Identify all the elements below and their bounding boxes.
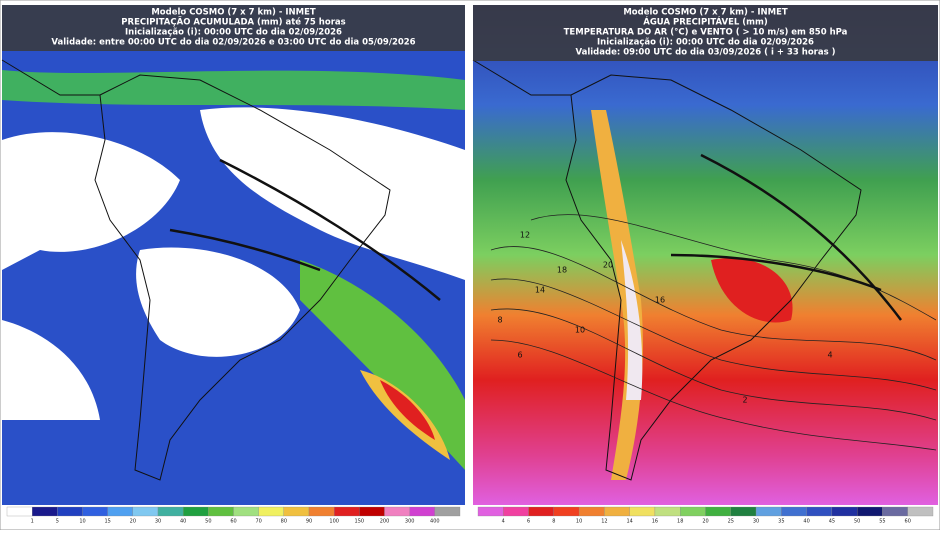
colorbar-cell xyxy=(384,506,410,517)
contour-label: 12 xyxy=(520,231,530,240)
colorbar-cell xyxy=(283,506,310,517)
colorbar-label: 100 xyxy=(329,519,339,525)
colorbar-cell xyxy=(183,506,209,517)
colorbar-label: 5 xyxy=(56,519,59,525)
colorbar-label: 70 xyxy=(255,519,261,525)
colorbar-label: 30 xyxy=(155,519,161,525)
colorbar-cell xyxy=(359,506,385,517)
colorbar-cell xyxy=(907,506,934,517)
colorbar-label: 20 xyxy=(130,519,136,525)
colorbar-label: 400 xyxy=(430,519,440,525)
colorbar-cell xyxy=(82,506,108,517)
colorbar-label: 80 xyxy=(281,519,287,525)
right-map xyxy=(472,5,938,505)
colorbar-label: 45 xyxy=(829,519,835,525)
colorbar-cell xyxy=(781,506,807,517)
colorbar-cell xyxy=(857,506,883,517)
header-line: TEMPERATURA DO AR (°C) e VENTO ( > 10 m/… xyxy=(564,28,848,38)
colorbar-cell xyxy=(604,506,630,517)
colorbar-cell xyxy=(528,506,554,517)
colorbar-label: 25 xyxy=(728,519,734,525)
colorbar-label: 200 xyxy=(380,519,390,525)
colorbar-cell xyxy=(680,506,706,517)
colorbar-cell xyxy=(6,506,33,517)
colorbar-cell xyxy=(32,506,58,517)
contour-label: 20 xyxy=(603,261,613,270)
colorbar-cell xyxy=(107,506,133,517)
colorbar-label: 18 xyxy=(677,519,683,525)
colorbar-label: 30 xyxy=(753,519,759,525)
colorbar-cell xyxy=(208,506,234,517)
colorbar-label: 16 xyxy=(652,519,658,525)
colorbar-cell xyxy=(654,506,681,517)
colorbar-cell xyxy=(755,506,782,517)
colorbar-label: 12 xyxy=(601,519,607,525)
colorbar-cell xyxy=(157,506,184,517)
colorbar-cell xyxy=(831,506,858,517)
colorbar-cell xyxy=(503,506,529,517)
colorbar-cell xyxy=(334,506,360,517)
colorbar-label: 60 xyxy=(230,519,236,525)
left-map xyxy=(1,5,465,505)
colorbar-cell xyxy=(409,506,435,517)
colorbar-cell xyxy=(132,506,159,517)
colorbar-label: 35 xyxy=(778,519,784,525)
colorbar-cell xyxy=(730,506,757,517)
header-line: ÁGUA PRECIPITÁVEL (mm) xyxy=(643,16,768,28)
colorbar-label: 60 xyxy=(905,519,911,525)
colorbar-label: 8 xyxy=(552,519,555,525)
colorbar-label: 6 xyxy=(527,519,530,525)
colorbar-cell xyxy=(258,506,284,517)
header-band xyxy=(2,5,465,51)
colorbar-label: 300 xyxy=(405,519,415,525)
colorbar-label: 40 xyxy=(803,519,809,525)
header-line: Modelo COSMO (7 x 7 km) - INMET xyxy=(151,8,316,18)
colorbar-cell xyxy=(57,506,83,517)
colorbar-label: 10 xyxy=(576,519,582,525)
header-line: Validade: entre 00:00 UTC do dia 02/09/2… xyxy=(51,38,415,48)
colorbar-label: 4 xyxy=(502,519,505,525)
colorbar-cell xyxy=(882,506,908,517)
colorbar-label: 50 xyxy=(854,519,860,525)
colorbar-label: 14 xyxy=(626,519,632,525)
contour-label: 8 xyxy=(497,316,502,325)
colorbar-cell xyxy=(308,506,335,517)
colorbar-label: 55 xyxy=(879,519,885,525)
colorbar-label: 15 xyxy=(104,519,110,525)
colorbar-label: 1 xyxy=(31,519,34,525)
colorbar-label: 50 xyxy=(205,519,211,525)
colorbar-cell xyxy=(705,506,731,517)
colorbar-cell xyxy=(806,506,833,517)
contour-label: 14 xyxy=(535,286,545,295)
contour-label: 16 xyxy=(655,296,665,305)
colorbar-label: 40 xyxy=(180,519,186,525)
colorbar-label: 90 xyxy=(306,519,312,525)
contour-label: 6 xyxy=(517,351,522,360)
colorbar-cell xyxy=(578,506,605,517)
colorbar-cell xyxy=(434,506,461,517)
header-line: Modelo COSMO (7 x 7 km) - INMET xyxy=(623,8,788,18)
header-line: Inicialização (i): 00:00 UTC do dia 02/0… xyxy=(125,28,342,38)
colorbar-cell xyxy=(553,506,580,517)
contour-label: 2 xyxy=(742,396,747,405)
header-line: PRECIPITAÇÃO ACUMULADA (mm) até 75 horas xyxy=(121,17,345,28)
contour-label: 4 xyxy=(827,351,832,360)
colorbar-label: 150 xyxy=(355,519,365,525)
header-band xyxy=(473,5,938,61)
contour-label: 18 xyxy=(557,266,567,275)
header-line: Validade: 09:00 UTC do dia 03/09/2026 ( … xyxy=(576,48,836,58)
colorbar-cell xyxy=(233,506,259,517)
contour-label: 10 xyxy=(575,326,585,335)
header-line: Inicialização (i): 00:00 UTC do dia 02/0… xyxy=(597,38,814,48)
colorbar-label: 20 xyxy=(702,519,708,525)
colorbar-cell xyxy=(629,506,656,517)
colorbar-label: 10 xyxy=(79,519,85,525)
colorbar-cell xyxy=(477,506,504,517)
